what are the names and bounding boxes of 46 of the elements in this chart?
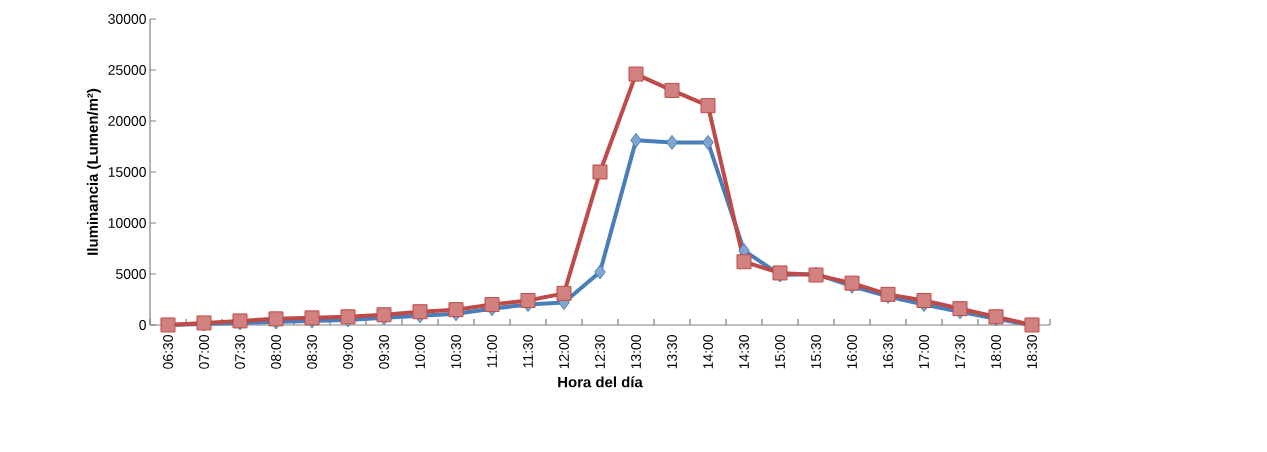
x-tick-label: 14:00 (703, 335, 713, 369)
point (594, 264, 606, 280)
point (736, 254, 752, 270)
x-tick-label: 09:00 (343, 335, 353, 369)
point (666, 134, 678, 150)
point (556, 285, 572, 301)
x-tick-label: 09:30 (379, 335, 389, 369)
y-axis-title: Iluminancia (Lumen/m²) (86, 88, 101, 255)
x-tick-label: 18:30 (1027, 335, 1037, 369)
x-tick-label: 07:00 (199, 335, 209, 369)
y-tick-label: 30000 (108, 14, 146, 24)
y-tick-label: 10000 (108, 218, 146, 228)
point (628, 66, 644, 82)
x-tick-label: 11:00 (487, 335, 497, 368)
y-tick-label: 20000 (108, 116, 146, 126)
x-tick-label: 12:00 (559, 335, 569, 369)
x-tick-label: 07:30 (235, 335, 245, 369)
y-tick-label: 15000 (108, 167, 146, 177)
x-tick-label: 17:00 (919, 335, 929, 369)
point (592, 164, 608, 180)
point (448, 302, 464, 318)
x-tick-label: 15:30 (811, 335, 821, 369)
x-tick-label: 13:30 (667, 335, 677, 369)
x-tick-label: 18:00 (991, 335, 1001, 369)
y-tick-label: 5000 (116, 269, 146, 279)
y-tick-label: 25000 (108, 65, 146, 75)
y-tick-label: 0 (139, 320, 146, 330)
point (664, 82, 680, 98)
x-tick-label: 11:30 (523, 335, 533, 368)
x-tick-label: 13:00 (631, 335, 641, 369)
point (700, 98, 716, 114)
x-tick-label: 16:00 (847, 335, 857, 369)
x-tick-label: 10:30 (451, 335, 461, 369)
point (702, 134, 714, 150)
point (412, 304, 428, 320)
x-tick-label: 08:30 (307, 335, 317, 369)
x-tick-label: 08:00 (271, 335, 281, 369)
x-tick-label: 10:00 (415, 335, 425, 369)
x-tick-label: 17:30 (955, 335, 965, 369)
point (630, 132, 642, 148)
x-tick-label: 14:30 (739, 335, 749, 369)
x-axis-title: Hora del día (558, 376, 643, 388)
x-tick-label: 16:30 (883, 335, 893, 369)
x-tick-label: 06:30 (163, 335, 173, 369)
x-tick-label: 15:00 (775, 335, 785, 369)
x-tick-label: 12:30 (595, 335, 605, 369)
